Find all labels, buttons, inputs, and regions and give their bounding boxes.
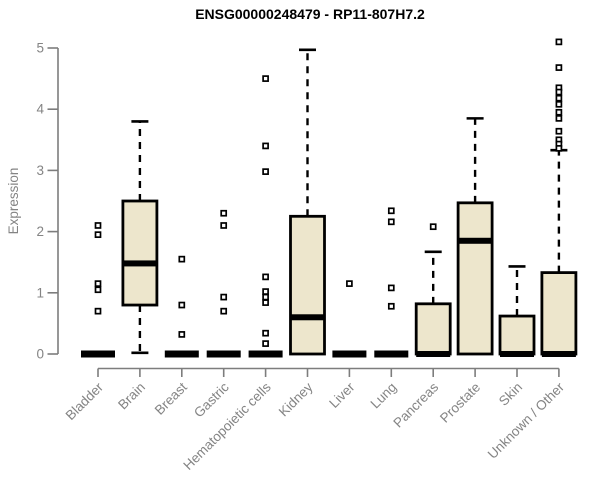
outlier-point [220,222,228,229]
y-tick-label: 2 [36,224,44,239]
outlier-point [220,209,228,217]
outlier-point [262,340,269,347]
x-tick-label: Skin [496,380,525,409]
y-tick-label: 4 [36,102,44,117]
median-line [458,237,493,244]
median-line [122,260,157,267]
outlier-point [220,293,228,301]
x-tick-label: Kidney [276,379,316,419]
outlier-point [262,142,269,150]
x-tick-label: Bladder [63,379,107,423]
outlier-point [262,288,269,295]
median-line [290,314,325,321]
collapsed-box [374,350,409,358]
outlier-point [429,223,437,231]
outlier-point [555,88,563,96]
collapsed-box [206,350,241,358]
x-tick-label: Prostate [437,380,483,426]
outlier-point [94,280,102,287]
outlier-point [555,108,563,116]
outlier-point [555,94,563,102]
outlier-point [220,307,228,315]
y-tick-label: 1 [36,285,44,300]
x-tick-label: Lung [368,380,400,412]
outlier-point [555,64,563,71]
x-tick-label: Pancreas [390,379,441,430]
box [456,201,494,356]
outlier-point [346,280,353,287]
outlier-point [94,231,102,239]
outlier-point [555,100,563,108]
outlier-point [262,273,269,281]
outlier-point [555,127,563,135]
box [289,214,326,356]
x-tick-label: Liver [326,379,358,411]
outlier-point [262,168,269,175]
y-tick-label: 0 [36,347,44,362]
x-tick-label: Brain [115,380,148,413]
outlier-point [262,299,269,306]
collapsed-box [248,350,283,358]
box [414,302,452,356]
outlier-point [555,145,563,152]
y-tick-label: 3 [36,163,44,178]
outlier-point [555,38,563,46]
y-tick-label: 5 [36,41,44,56]
outlier-point [387,207,395,215]
box [540,271,578,356]
x-tick-label: Breast [152,379,190,417]
box [498,314,536,356]
collapsed-box [164,350,199,358]
outlier-point [178,331,186,338]
outlier-point [262,329,269,337]
median-line [416,351,451,357]
outlier-point [94,222,102,229]
x-tick-label: Gastric [191,379,232,420]
x-tick-label: Unknown / Other [485,379,568,462]
collapsed-box [332,350,367,358]
outlier-point [262,75,269,82]
median-line [500,351,534,357]
outlier-point [178,255,186,263]
y-axis-label: Expression [6,167,21,235]
outlier-point [387,302,395,310]
outlier-point [94,286,102,294]
outlier-point [94,307,102,315]
chart-title: ENSG00000248479 - RP11-807H7.2 [195,6,425,22]
outlier-point [262,293,269,301]
outlier-point [387,284,395,292]
median-line [541,351,576,357]
outlier-point [555,115,563,122]
outlier-point [178,301,186,309]
outlier-point [387,218,395,226]
box [121,199,159,307]
collapsed-box [81,350,115,358]
